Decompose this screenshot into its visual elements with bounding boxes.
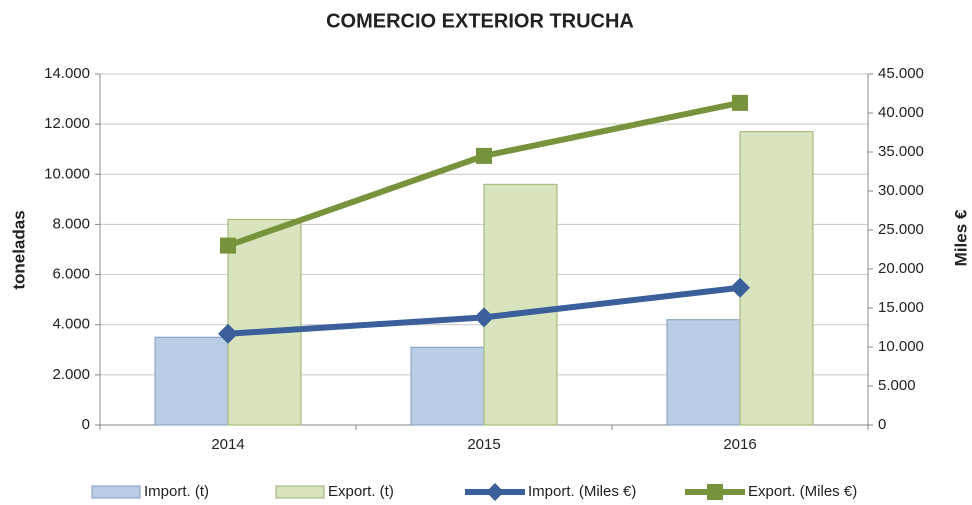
marker [476, 147, 492, 164]
y2-tick-label: 35.000 [878, 143, 924, 160]
marker [474, 307, 494, 328]
y2-tick-label: 0 [878, 416, 886, 433]
bar [154, 336, 229, 426]
y-tick-label: 12.000 [44, 115, 90, 132]
y-tick-label: 4.000 [52, 316, 90, 333]
x-tick-label: 2014 [211, 436, 244, 453]
y2-tick-label: 15.000 [878, 299, 924, 316]
legend-swatch [91, 485, 141, 499]
x-tick-label: 2015 [467, 436, 500, 453]
y-tick-label: 8.000 [52, 215, 90, 232]
bar [227, 218, 302, 426]
bar [666, 319, 741, 426]
y2-tick-label: 45.000 [878, 65, 924, 82]
bar [739, 131, 814, 426]
y-axis-title: toneladas [9, 210, 28, 289]
marker [220, 237, 236, 254]
y2-tick-label: 40.000 [878, 104, 924, 121]
y-tick-label: 14.000 [44, 65, 90, 82]
x-tick-label: 2016 [723, 436, 756, 453]
legend-label: Export. (t) [328, 483, 394, 500]
marker [730, 277, 750, 298]
legend-label: Export. (Miles €) [748, 483, 857, 500]
y2-tick-label: 25.000 [878, 221, 924, 238]
y2-tick-label: 5.000 [878, 377, 916, 394]
legend-marker [486, 483, 504, 501]
bar [483, 183, 558, 426]
y2-tick-label: 20.000 [878, 260, 924, 277]
legend-label: Import. (t) [144, 483, 209, 500]
y-tick-label: 6.000 [52, 266, 90, 283]
marker [218, 323, 238, 344]
y2-tick-label: 30.000 [878, 182, 924, 199]
bar [410, 346, 485, 426]
legend-marker [707, 484, 723, 500]
chart-title: COMERCIO EXTERIOR TRUCHA [326, 10, 634, 32]
y2-tick-label: 10.000 [878, 338, 924, 355]
y-tick-label: 0 [82, 416, 90, 433]
y-tick-label: 2.000 [52, 366, 90, 383]
y2-axis-title: Miles € [951, 209, 970, 266]
legend-label: Import. (Miles €) [528, 483, 636, 500]
marker [732, 94, 748, 111]
y-tick-label: 10.000 [44, 165, 90, 182]
legend-swatch [275, 485, 325, 499]
